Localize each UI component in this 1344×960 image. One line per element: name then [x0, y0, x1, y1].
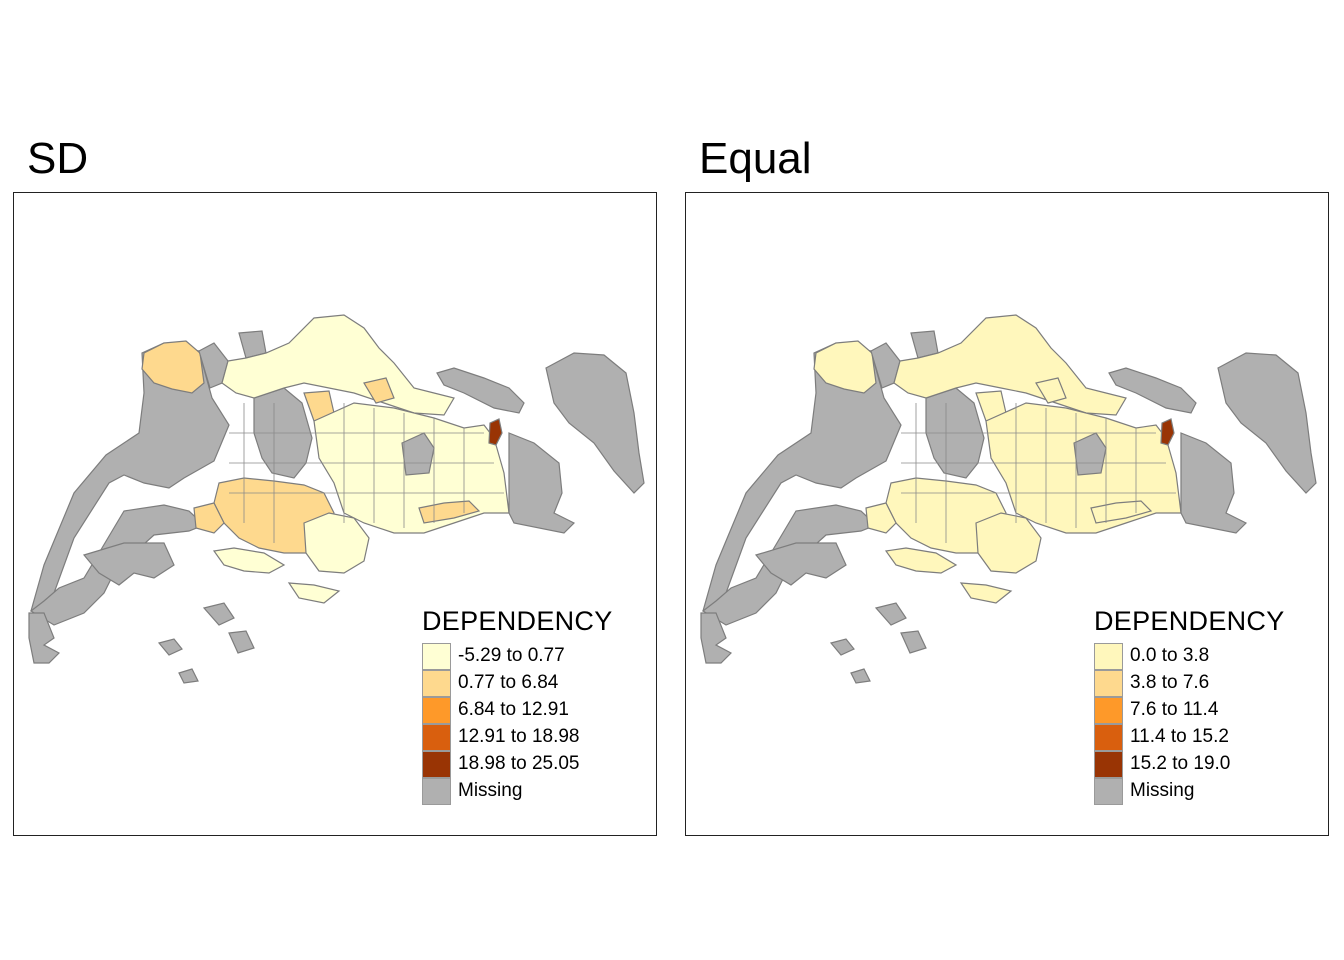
choropleth-map-equal	[700, 314, 1317, 684]
region-outlier-high	[1160, 418, 1175, 446]
region-paya-lebar	[1073, 432, 1107, 476]
legend-swatch	[422, 724, 451, 751]
region-tekong	[1217, 352, 1317, 494]
region-changi	[508, 432, 576, 534]
legend-swatch	[1094, 778, 1123, 805]
legend-label: Missing	[1130, 780, 1195, 801]
region-isle-a	[157, 638, 183, 656]
region-isle-b	[202, 602, 235, 626]
legend-label: -5.29 to 0.77	[458, 645, 565, 666]
region-changi	[1180, 432, 1248, 534]
region-city-core	[303, 512, 370, 574]
region-isle-c	[900, 630, 927, 654]
legend-item: 0.0 to 3.8	[1094, 643, 1324, 670]
legend-label: 6.84 to 12.91	[458, 699, 569, 720]
region-central-south-2	[865, 502, 897, 534]
legend-item: 3.8 to 7.6	[1094, 670, 1324, 697]
region-isle-a	[829, 638, 855, 656]
legend-item: 6.84 to 12.91	[422, 697, 652, 724]
legend-swatch	[1094, 670, 1123, 697]
region-west-missing	[702, 342, 902, 614]
region-ne-zone-1	[363, 377, 395, 404]
legend-label: 15.2 to 19.0	[1130, 753, 1231, 774]
legend-item: 15.2 to 19.0	[1094, 751, 1324, 778]
legend-item: 18.98 to 25.05	[422, 751, 652, 778]
choropleth-map-sd	[28, 314, 645, 684]
region-paya-lebar	[401, 432, 435, 476]
region-sentosa	[884, 547, 958, 574]
region-tuas-fingers	[28, 612, 60, 664]
region-tuas-fingers	[700, 612, 732, 664]
legend-item: 12.91 to 18.98	[422, 724, 652, 751]
region-southern-isle	[287, 582, 341, 604]
region-central-south-2	[193, 502, 225, 534]
region-southern-isle	[959, 582, 1013, 604]
region-isle-d	[850, 668, 871, 684]
legend-label: Missing	[458, 780, 523, 801]
map-frame-sd: DEPENDENCY -5.29 to 0.77 0.77 to 6.84 6.…	[13, 192, 657, 836]
legend-sd: DEPENDENCY -5.29 to 0.77 0.77 to 6.84 6.…	[422, 605, 652, 805]
region-city-core	[975, 512, 1042, 574]
legend-swatch	[422, 751, 451, 778]
legend-label: 7.6 to 11.4	[1130, 699, 1219, 720]
legend-item: 7.6 to 11.4	[1094, 697, 1324, 724]
region-lck	[141, 340, 205, 394]
legend-label: 0.0 to 3.8	[1130, 645, 1210, 666]
legend-swatch	[1094, 751, 1123, 778]
legend-item: 11.4 to 15.2	[1094, 724, 1324, 751]
region-ne-zone-1	[1035, 377, 1067, 404]
legend-swatch	[1094, 643, 1123, 670]
legend-swatch	[422, 778, 451, 805]
legend-swatch	[422, 697, 451, 724]
legend-title: DEPENDENCY	[1094, 606, 1285, 636]
region-isle-d	[178, 668, 199, 684]
legend-item: Missing	[422, 778, 652, 805]
region-isle-c	[228, 630, 255, 654]
panel-title-equal: Equal	[699, 134, 812, 183]
legend-swatch	[1094, 724, 1123, 751]
legend-item: 0.77 to 6.84	[422, 670, 652, 697]
legend-equal: DEPENDENCY 0.0 to 3.8 3.8 to 7.6 7.6 to …	[1094, 605, 1324, 805]
legend-item: Missing	[1094, 778, 1324, 805]
legend-swatch	[1094, 697, 1123, 724]
region-north-resid	[221, 314, 455, 416]
region-north-resid	[893, 314, 1127, 416]
region-jurong-island	[754, 542, 847, 586]
legend-swatch	[422, 643, 451, 670]
region-jurong-island	[82, 542, 175, 586]
legend-label: 18.98 to 25.05	[458, 753, 580, 774]
region-ubin	[1108, 367, 1197, 414]
legend-title: DEPENDENCY	[422, 606, 613, 636]
legend-label: 3.8 to 7.6	[1130, 672, 1210, 693]
region-ubin	[436, 367, 525, 414]
legend-item: -5.29 to 0.77	[422, 643, 652, 670]
region-isle-b	[874, 602, 907, 626]
panel-title-sd: SD	[27, 134, 89, 183]
region-sentosa	[212, 547, 286, 574]
region-tekong	[545, 352, 645, 494]
legend-swatch	[422, 670, 451, 697]
region-west-missing	[30, 342, 230, 614]
legend-label: 0.77 to 6.84	[458, 672, 559, 693]
legend-label: 11.4 to 15.2	[1130, 726, 1229, 747]
map-frame-equal: DEPENDENCY 0.0 to 3.8 3.8 to 7.6 7.6 to …	[685, 192, 1329, 836]
legend-label: 12.91 to 18.98	[458, 726, 580, 747]
region-lck	[813, 340, 877, 394]
region-outlier-high	[488, 418, 503, 446]
